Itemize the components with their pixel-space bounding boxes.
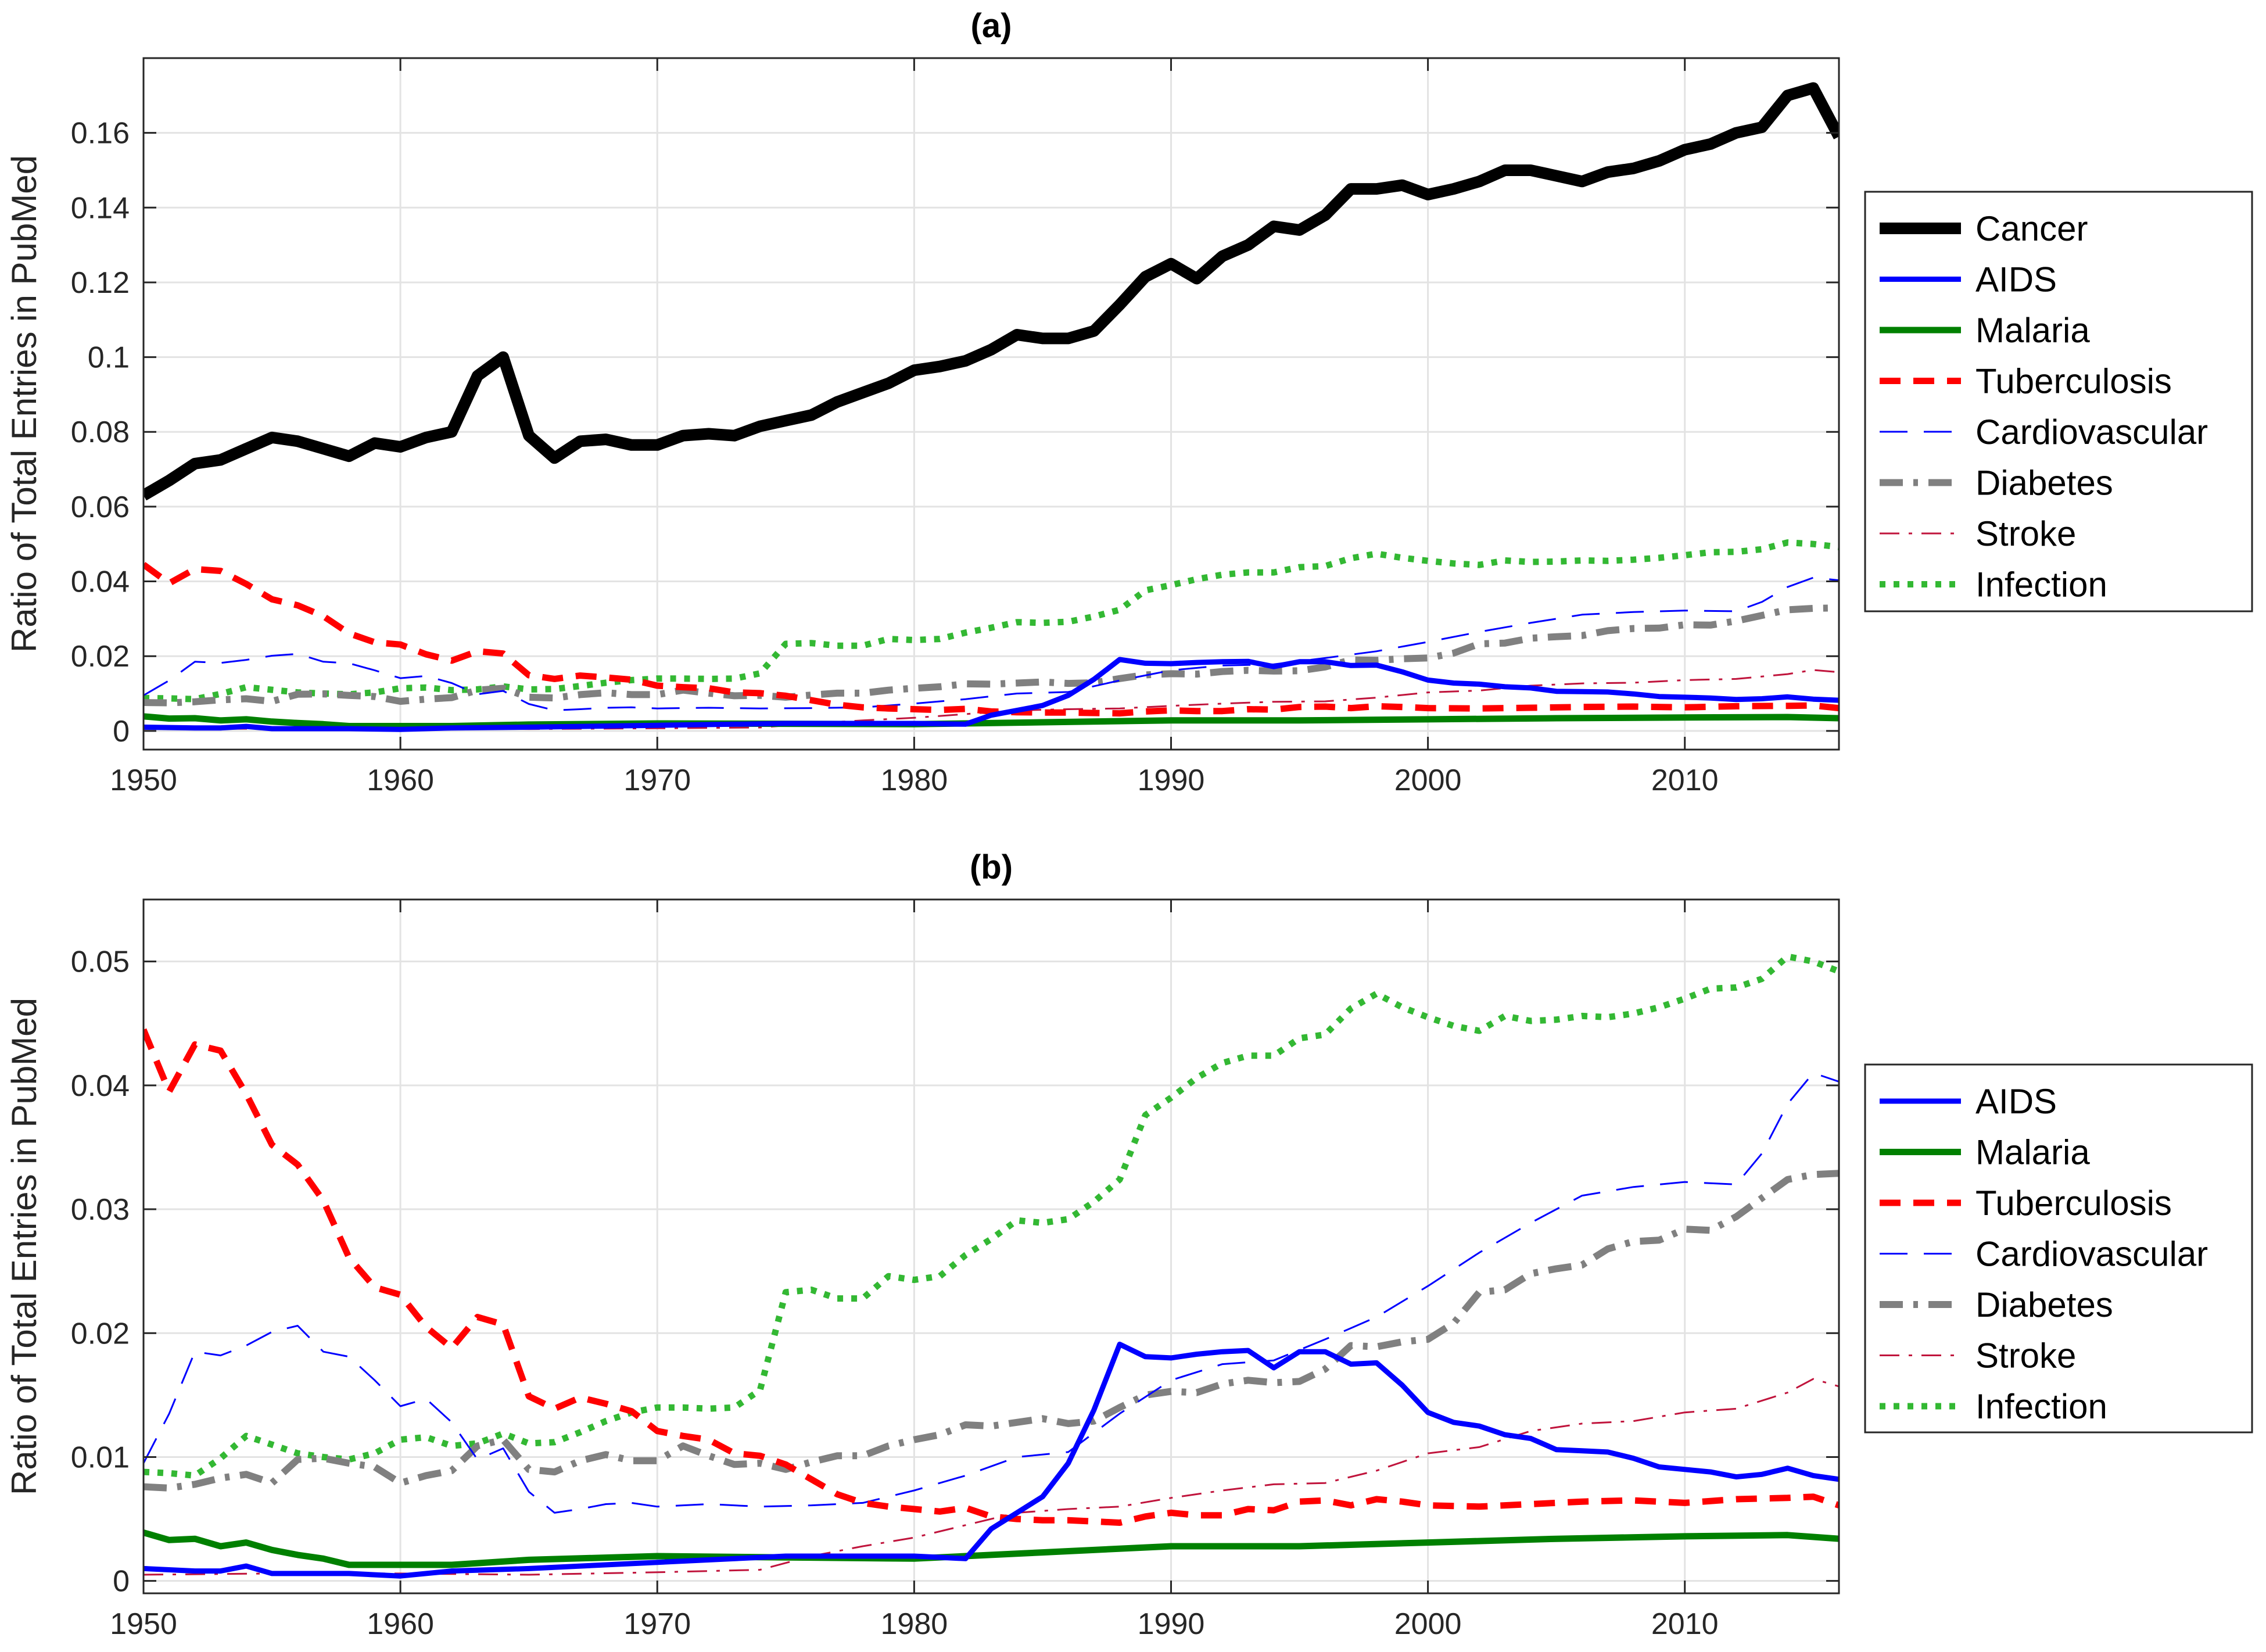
x-tick-label: 2000: [1394, 764, 1462, 797]
y-tick-label: 0.03: [71, 1193, 130, 1227]
x-tick-label: 1970: [623, 1607, 691, 1641]
series-line-tuberculosis: [144, 1028, 1839, 1526]
x-tick-label: 2000: [1394, 1607, 1462, 1641]
legend-box: [1864, 1063, 2253, 1434]
y-tick-label: 0.08: [71, 415, 130, 449]
y-tick-label: 0.02: [71, 640, 130, 673]
y-tick-label: 0: [113, 715, 130, 748]
series-line-cancer: [144, 82, 1839, 501]
x-tick-label: 1950: [110, 764, 177, 797]
panel-title: (b): [970, 848, 1013, 886]
y-tick-label: 0.04: [71, 1069, 130, 1103]
x-tick-label: 1990: [1138, 1607, 1205, 1641]
legend-label-stroke: Stroke: [1975, 514, 2076, 553]
legend-label-aids: AIDS: [1975, 260, 2057, 299]
series-line-infection: [144, 953, 1839, 1479]
legend-box: [1864, 191, 2253, 612]
legend-label-cancer: Cancer: [1975, 209, 2088, 248]
series-group: [144, 82, 1839, 732]
legend-label-cardiovascular: Cardiovascular: [1975, 413, 2208, 451]
series-line-stroke: [144, 1378, 1839, 1576]
y-tick-label: 0.04: [71, 565, 130, 599]
series-line-aids: [144, 1341, 1839, 1579]
x-tick-label: 1980: [881, 764, 948, 797]
x-tick-label: 1950: [110, 1607, 177, 1641]
y-tick-label: 0.1: [88, 341, 130, 375]
x-tick-label: 2010: [1651, 1607, 1719, 1641]
y-tick-label: 0.06: [71, 490, 130, 524]
series-group: [144, 953, 1839, 1579]
x-tick-label: 2010: [1651, 764, 1719, 797]
panel-a: 1950 1960 1970 1980 1990 2000 2010 0 0.02 0.04 0.0…: [5, 7, 2253, 797]
legend-label-tuberculosis: Tuberculosis: [1975, 1184, 2172, 1223]
panel-b: 1950 1960 1970 1980 1990 2000 2010 0 0.01 0.02 0.0…: [5, 848, 2253, 1641]
legend-label-stroke: Stroke: [1975, 1336, 2076, 1375]
series-line-tuberculosis: [144, 562, 1839, 717]
y-tick-label: 0.16: [71, 117, 130, 150]
y-tick-label: 0.02: [71, 1317, 130, 1350]
y-tick-label: 0.01: [71, 1440, 130, 1474]
y-tick-label: 0.12: [71, 266, 130, 300]
series-line-cardiovascular: [144, 1072, 1839, 1514]
legend-label-aids: AIDS: [1975, 1082, 2057, 1121]
series-line-aids: [144, 657, 1839, 732]
y-tick-label: 0: [113, 1565, 130, 1599]
legend-label-malaria: Malaria: [1975, 1133, 2090, 1172]
y-axis-label: Ratio of Total Entries in PubMed: [5, 998, 44, 1495]
legend: Cancer AIDS Malaria Tuberculosis Cardiovascu…: [1864, 191, 2253, 612]
legend-label-tuberculosis: Tuberculosis: [1975, 362, 2172, 401]
y-tick-label: 0.14: [71, 191, 130, 225]
x-tick-label: 1960: [367, 1607, 434, 1641]
legend-label-cardiovascular: Cardiovascular: [1975, 1235, 2208, 1274]
legend-label-infection: Infection: [1975, 1387, 2107, 1426]
series-line-malaria: [144, 1529, 1839, 1568]
legend-label-malaria: Malaria: [1975, 311, 2090, 350]
series-line-infection: [144, 539, 1839, 703]
series-line-diabetes: [144, 604, 1839, 707]
x-tick-label: 1980: [881, 1607, 948, 1641]
legend-label-infection: Infection: [1975, 565, 2107, 604]
series-line-stroke: [144, 669, 1839, 730]
x-tick-label: 1970: [623, 764, 691, 797]
axes-box: [142, 57, 1840, 751]
legend: AIDS Malaria Tuberculosis Cardiovascular Dia…: [1864, 1063, 2253, 1434]
series-line-diabetes: [144, 1170, 1839, 1492]
plot-area: [144, 900, 1839, 1593]
y-tick-label: 0.05: [71, 945, 130, 979]
axes-box: [142, 898, 1840, 1594]
legend-label-diabetes: Diabetes: [1975, 1285, 2113, 1324]
panel-title: (a): [971, 7, 1012, 45]
x-tick-label: 1990: [1138, 764, 1205, 797]
series-line-cardiovascular: [144, 576, 1839, 711]
y-axis-label: Ratio of Total Entries in PubMed: [5, 155, 44, 653]
x-tick-label: 1960: [367, 764, 434, 797]
legend-label-diabetes: Diabetes: [1975, 464, 2113, 503]
